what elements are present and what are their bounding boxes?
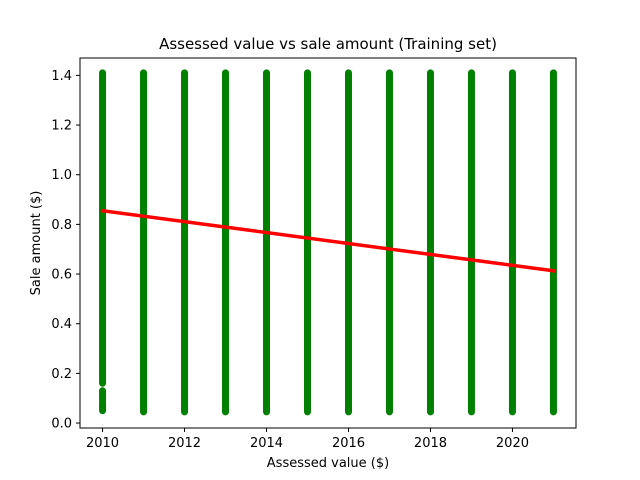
y-tick-label: 0.8	[51, 218, 72, 233]
x-tick-label: 2014	[250, 436, 283, 451]
y-tick-label: 1.4	[51, 69, 72, 84]
x-axis-label: Assessed value ($)	[267, 456, 389, 471]
plot-area	[99, 69, 557, 416]
regression-line	[100, 208, 556, 273]
chart-title: Assessed value vs sale amount (Training …	[159, 35, 497, 53]
y-tick-label: 1.0	[51, 168, 72, 183]
axes-frame	[79, 57, 577, 429]
y-tick-label: 0.0	[51, 417, 72, 432]
y-tick-label: 1.2	[51, 119, 72, 134]
y-axis-ticks: 0.0 0.2 0.4 0.6 0.8 1.0 1.2 1.4	[51, 69, 80, 432]
x-tick-label: 2018	[414, 436, 447, 451]
y-tick-label: 0.6	[51, 268, 72, 283]
x-tick-label: 2012	[168, 436, 201, 451]
x-axis-ticks: 2010 2012 2014 2016 2018 2020	[86, 428, 529, 451]
x-tick-label: 2016	[332, 436, 365, 451]
scatter-points	[99, 69, 557, 416]
y-axis-label: Sale amount ($)	[29, 191, 44, 296]
regression-line-layer	[100, 208, 556, 273]
y-tick-label: 0.2	[51, 367, 72, 382]
x-tick-label: 2020	[496, 436, 529, 451]
x-tick-label: 2010	[86, 436, 119, 451]
y-tick-label: 0.4	[51, 317, 72, 332]
